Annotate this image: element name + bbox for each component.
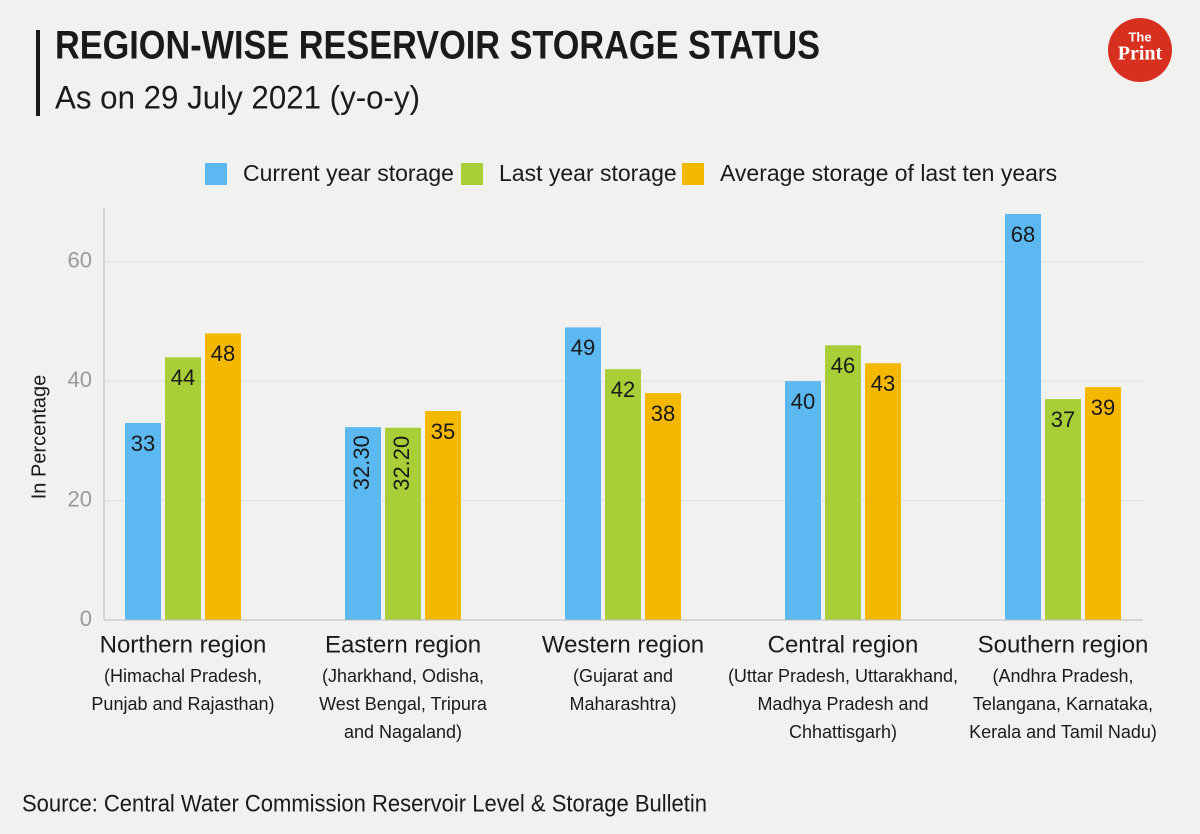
bar <box>205 333 241 620</box>
value-label: 68 <box>1011 222 1035 247</box>
value-label: 44 <box>171 365 195 390</box>
value-label: 40 <box>791 389 815 414</box>
legend-label: Last year storage <box>499 160 677 186</box>
source: Source: Central Water Commission Reservo… <box>22 790 707 817</box>
y-tick-label: 60 <box>68 248 92 273</box>
category-note: (Uttar Pradesh, Uttarakhand, <box>728 666 958 686</box>
x-tick-label: Eastern region <box>325 631 481 658</box>
bar <box>345 427 381 620</box>
bar <box>605 369 641 620</box>
value-label: 46 <box>831 353 855 378</box>
value-label: 32.30 <box>349 435 374 490</box>
title-bar <box>36 30 40 116</box>
value-label: 43 <box>871 371 895 396</box>
value-label: 32.20 <box>389 436 414 491</box>
bar <box>165 357 201 620</box>
bar <box>385 427 421 620</box>
value-label: 33 <box>131 431 155 456</box>
legend-label: Current year storage <box>243 160 454 186</box>
category-note: (Andhra Pradesh, <box>992 666 1133 686</box>
legend-swatch <box>205 163 227 185</box>
value-label: 37 <box>1051 407 1075 432</box>
category-note: Maharashtra) <box>569 694 676 714</box>
x-tick-label: Western region <box>542 631 704 658</box>
y-tick-label: 40 <box>68 367 92 392</box>
x-tick-label: Southern region <box>978 631 1149 658</box>
legend-swatch <box>461 163 483 185</box>
chart-title: REGION-WISE RESERVOIR STORAGE STATUS <box>55 24 820 68</box>
legend-label: Average storage of last ten years <box>720 160 1057 186</box>
value-label: 49 <box>571 335 595 360</box>
legend-swatch <box>682 163 704 185</box>
category-note: Telangana, Karnataka, <box>973 694 1153 714</box>
category-note: and Nagaland) <box>344 722 462 742</box>
chart-subtitle: As on 29 July 2021 (y-o-y) <box>55 79 420 115</box>
bar <box>1085 387 1121 620</box>
bar <box>1005 213 1041 620</box>
value-label: 42 <box>611 377 635 402</box>
bar <box>865 363 901 620</box>
category-note: (Gujarat and <box>573 666 673 686</box>
category-note: (Himachal Pradesh, <box>104 666 262 686</box>
category-note: Punjab and Rajasthan) <box>91 694 274 714</box>
logo-circle <box>1108 18 1172 82</box>
value-label: 35 <box>431 419 455 444</box>
logo-text: Print <box>1118 43 1163 65</box>
category-note: Chhattisgarh) <box>789 722 897 742</box>
bar <box>1045 399 1081 620</box>
category-note: (Jharkhand, Odisha, <box>322 666 484 686</box>
category-note: Madhya Pradesh and <box>757 694 928 714</box>
value-label: 38 <box>651 401 675 426</box>
bar <box>565 327 601 620</box>
y-tick-label: 0 <box>80 606 92 631</box>
y-axis-label: In Percentage <box>28 375 50 500</box>
bar <box>785 381 821 620</box>
value-label: 48 <box>211 341 235 366</box>
value-label: 39 <box>1091 395 1115 420</box>
bar <box>825 345 861 620</box>
bar <box>425 411 461 620</box>
y-tick-label: 20 <box>68 486 92 511</box>
bar <box>645 393 681 620</box>
bar <box>125 422 161 620</box>
category-note: West Bengal, Tripura <box>319 694 488 714</box>
logo-text: The <box>1128 29 1151 44</box>
category-note: Kerala and Tamil Nadu) <box>969 722 1157 742</box>
x-tick-label: Northern region <box>100 631 267 658</box>
x-tick-label: Central region <box>768 631 919 658</box>
